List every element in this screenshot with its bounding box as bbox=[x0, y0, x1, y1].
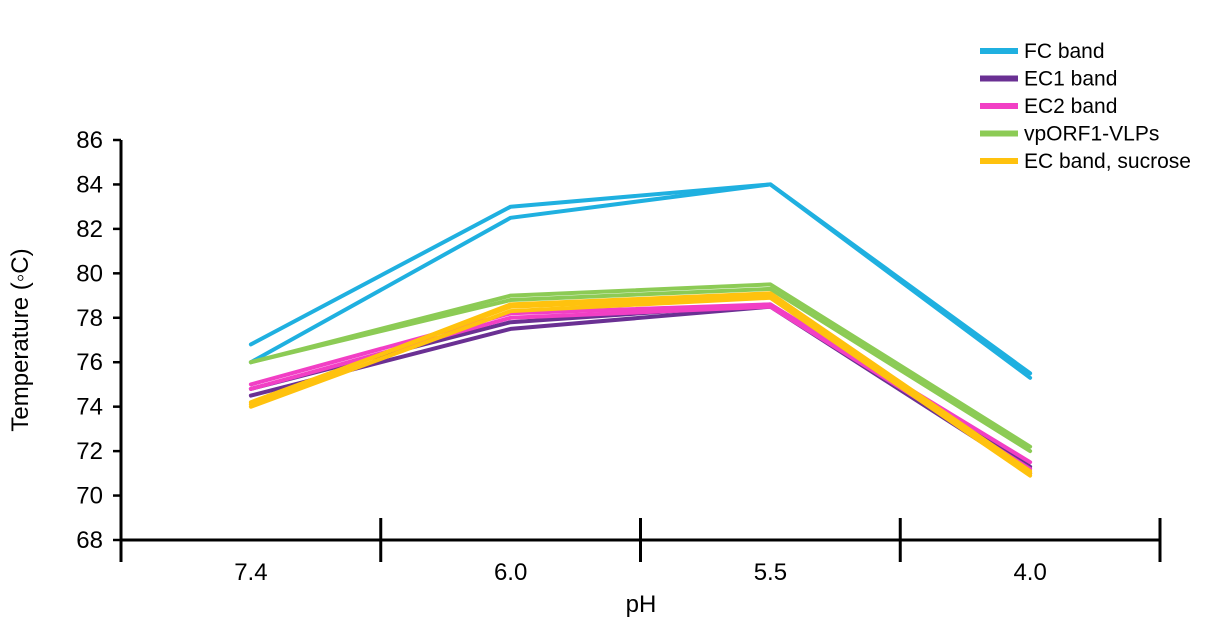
legend-label: FC band bbox=[1024, 40, 1105, 63]
legend-label: EC2 band bbox=[1024, 95, 1117, 118]
y-tick-label: 80 bbox=[76, 260, 103, 287]
y-axis-label: Temperature (◦C) bbox=[7, 248, 34, 431]
legend-label: vpORF1-VLPs bbox=[1024, 123, 1159, 146]
y-tick-label: 82 bbox=[76, 216, 103, 243]
series-line-3-1 bbox=[248, 286, 1033, 454]
x-tick-label: 7.4 bbox=[234, 559, 267, 586]
series-line-2-0 bbox=[248, 302, 1033, 465]
series-line-3-0 bbox=[248, 282, 1033, 449]
series-line-4-0 bbox=[248, 293, 1033, 476]
series-line-1-0 bbox=[248, 302, 1033, 469]
series-line-0-1 bbox=[248, 182, 1033, 380]
y-axis: 86 84 82 80 78 76 74 72 70 68 bbox=[76, 127, 123, 554]
x-tick-label: 6.0 bbox=[494, 559, 527, 586]
y-tick-label: 86 bbox=[76, 127, 103, 154]
y-tick-label: 70 bbox=[76, 483, 103, 510]
series-lines bbox=[248, 182, 1033, 478]
series-line-4-2 bbox=[248, 291, 1033, 474]
series-line-4-1 bbox=[248, 295, 1033, 478]
legend-label: EC1 band bbox=[1024, 68, 1117, 91]
x-tick-label: 4.0 bbox=[1013, 559, 1046, 586]
y-tick-label: 84 bbox=[76, 171, 103, 198]
x-axis-label: pH bbox=[626, 591, 657, 617]
legend: FC band EC1 band EC2 band vpORF1-VLPs EC ban… bbox=[980, 40, 1191, 173]
x-tick-label: 5.5 bbox=[754, 559, 787, 586]
x-axis: 7.4 6.0 5.5 4.0 bbox=[119, 518, 1162, 586]
y-tick-label: 76 bbox=[76, 349, 103, 376]
y-tick-label: 72 bbox=[76, 438, 103, 465]
legend-label: EC band, sucrose bbox=[1024, 150, 1191, 173]
y-tick-label: 68 bbox=[76, 527, 103, 554]
y-tick-label: 74 bbox=[76, 394, 103, 421]
series-line-0-0 bbox=[248, 182, 1033, 376]
y-tick-label: 78 bbox=[76, 305, 103, 332]
